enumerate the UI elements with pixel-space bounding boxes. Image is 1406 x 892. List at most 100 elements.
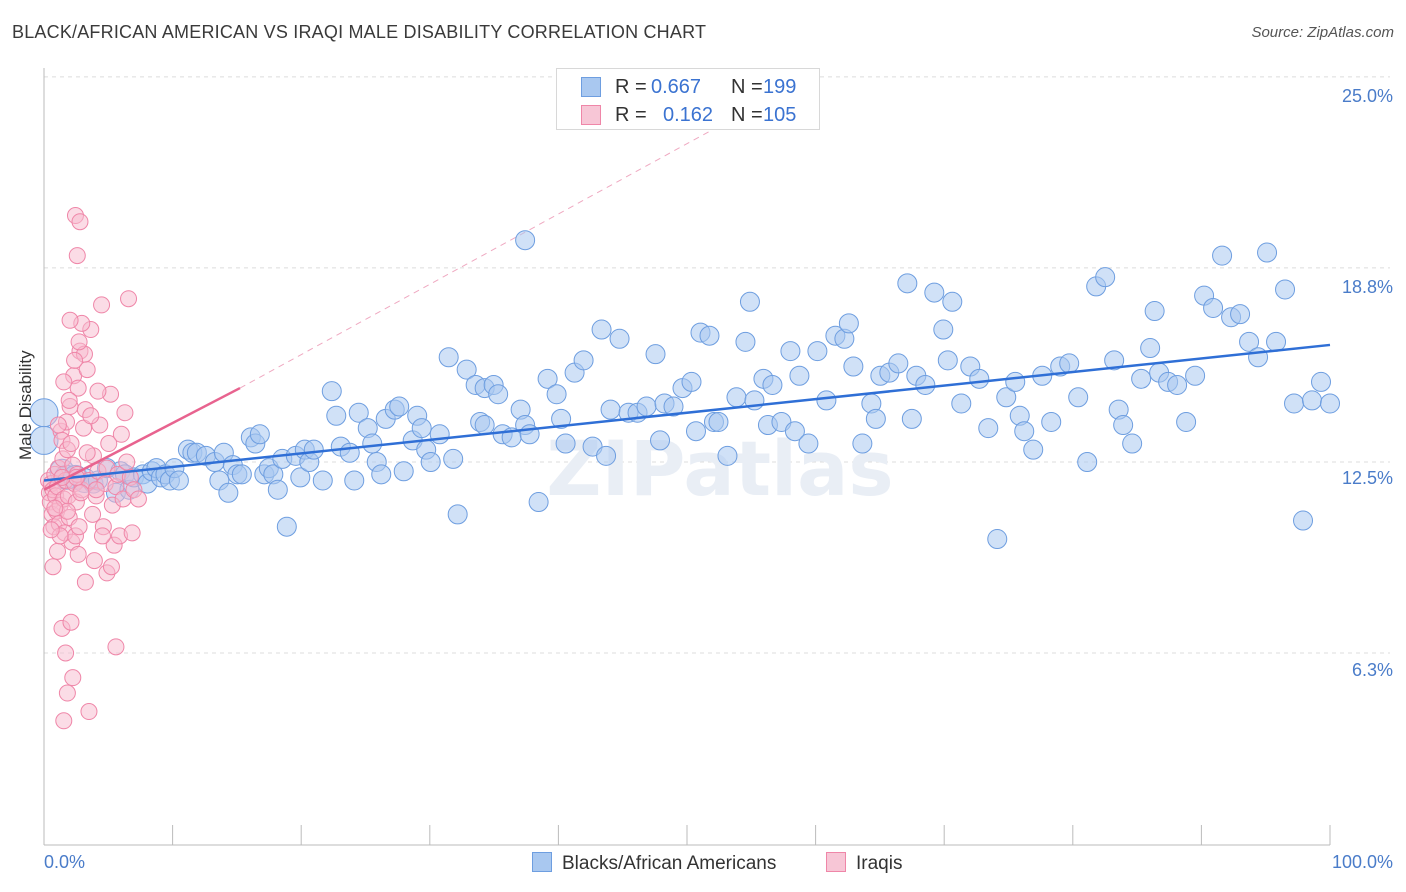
data-point-iraqis xyxy=(87,481,105,499)
data-point-blacks xyxy=(371,464,392,485)
data-point-blacks xyxy=(784,421,805,442)
data-point-blacks xyxy=(528,492,549,513)
data-point-iraqis xyxy=(49,416,67,434)
data-point-blacks xyxy=(1230,304,1251,325)
watermark: ZIPatlas xyxy=(546,424,893,513)
data-point-blacks xyxy=(816,390,837,411)
legend-swatch-blue xyxy=(532,852,552,872)
data-point-iraqis xyxy=(66,351,84,369)
legend-n-label: N = xyxy=(731,104,763,126)
data-point-blacks xyxy=(865,408,886,429)
data-point-iraqis xyxy=(62,613,80,631)
data-point-blacks xyxy=(798,433,819,454)
legend-n-value: 199 xyxy=(763,76,797,98)
data-point-blacks xyxy=(1320,393,1340,414)
data-point-iraqis xyxy=(112,425,130,443)
data-point-iraqis xyxy=(123,524,141,542)
data-point-blacks xyxy=(290,467,311,488)
data-point-blacks xyxy=(1167,374,1188,395)
data-point-blacks xyxy=(735,331,756,352)
data-point-blacks xyxy=(438,347,459,368)
data-point-blacks xyxy=(411,418,432,439)
data-point-blacks xyxy=(344,470,365,491)
data-point-iraqis xyxy=(61,311,79,329)
y-tick-label-18-8: 18.8% xyxy=(1341,277,1393,297)
data-point-blacks xyxy=(443,448,464,469)
data-point-blacks xyxy=(1095,267,1116,288)
data-point-blacks xyxy=(515,230,536,251)
data-point-blacks xyxy=(1122,433,1143,454)
data-point-blacks xyxy=(609,328,630,349)
data-point-iraqis xyxy=(76,573,94,591)
data-point-blacks xyxy=(231,464,252,485)
trend-line-iraqis xyxy=(43,386,241,491)
legend-label-blacks: Blacks/African Americans xyxy=(562,853,777,874)
data-point-blacks xyxy=(249,424,270,445)
legend-r-value: 0.162 xyxy=(663,104,714,126)
data-point-blacks xyxy=(389,396,410,417)
data-point-blacks xyxy=(1005,371,1026,392)
data-point-blacks xyxy=(978,418,999,439)
data-point-blacks xyxy=(996,387,1017,408)
data-point-iraqis xyxy=(116,404,134,422)
data-point-iraqis xyxy=(70,333,88,351)
data-point-blacks xyxy=(717,445,738,466)
data-point-blacks xyxy=(852,433,873,454)
data-point-blacks xyxy=(699,325,720,346)
data-point-iraqis xyxy=(58,684,76,702)
data-point-blacks xyxy=(339,442,360,463)
data-point-blacks xyxy=(1302,390,1323,411)
source-label: Source: ZipAtlas.com xyxy=(1251,24,1394,41)
data-point-blacks xyxy=(1203,297,1224,318)
data-point-iraqis xyxy=(84,505,102,523)
data-point-blacks xyxy=(1041,411,1062,432)
grid xyxy=(44,76,1390,654)
data-point-iraqis xyxy=(57,644,75,662)
data-point-blacks xyxy=(555,433,576,454)
data-point-blacks xyxy=(645,344,666,365)
data-point-iraqis xyxy=(62,435,80,453)
data-point-blacks xyxy=(1104,350,1125,371)
legend-label-iraqis: Iraqis xyxy=(856,853,903,874)
data-point-iraqis xyxy=(100,435,118,453)
data-point-iraqis xyxy=(64,669,82,687)
data-point-iraqis xyxy=(120,290,138,308)
data-point-blacks xyxy=(474,415,495,436)
data-point-blacks xyxy=(276,516,297,537)
pink-points xyxy=(39,207,147,730)
data-point-blacks xyxy=(924,282,945,303)
data-point-blacks xyxy=(843,356,864,377)
data-point-blacks xyxy=(650,430,671,451)
data-point-iraqis xyxy=(69,545,87,563)
data-point-iraqis xyxy=(78,444,96,462)
data-point-blacks xyxy=(537,368,558,389)
data-point-iraqis xyxy=(72,484,90,502)
axes xyxy=(43,68,1331,846)
data-point-iraqis xyxy=(46,499,64,517)
data-point-blacks xyxy=(420,452,441,472)
data-point-iraqis xyxy=(93,296,111,314)
data-point-iraqis xyxy=(129,490,147,508)
legend-swatch-pink xyxy=(826,852,846,872)
x-tick-label-min: 0.0% xyxy=(44,852,86,872)
data-point-blacks xyxy=(393,461,414,482)
x-tick-label-max: 100.0% xyxy=(1331,852,1393,872)
legend-n-label: N = xyxy=(731,76,763,98)
data-point-blacks xyxy=(1185,365,1206,386)
data-point-blacks xyxy=(838,313,859,334)
trend-extension-iraqis xyxy=(239,129,713,389)
data-point-blacks xyxy=(636,396,657,417)
data-point-blacks xyxy=(447,504,468,525)
data-point-blacks xyxy=(1257,242,1278,263)
data-point-blacks xyxy=(303,439,324,460)
data-point-blacks xyxy=(600,399,621,420)
data-point-blacks xyxy=(591,319,612,340)
data-point-blacks xyxy=(915,374,936,395)
data-point-blacks xyxy=(789,365,810,386)
data-point-blacks xyxy=(267,479,288,500)
data-point-iraqis xyxy=(82,407,100,425)
data-point-blacks xyxy=(326,405,347,426)
data-point-blacks xyxy=(429,424,450,445)
data-point-blacks xyxy=(780,341,801,362)
